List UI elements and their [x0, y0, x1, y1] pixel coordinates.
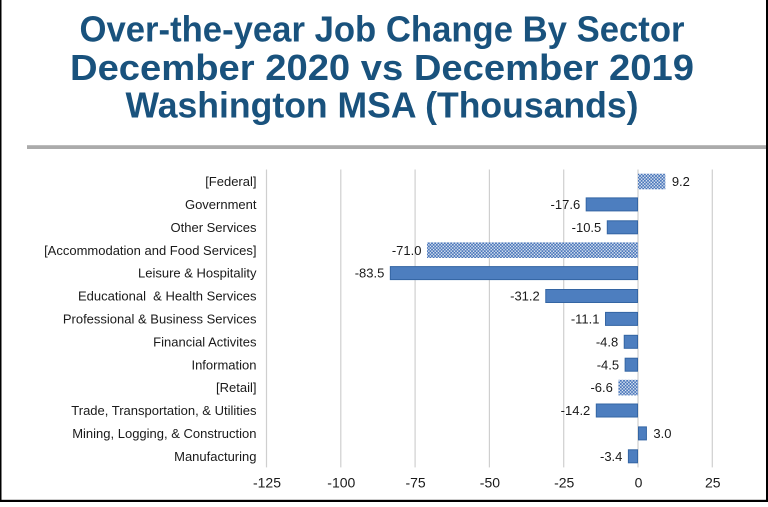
- svg-text:-10.5: -10.5: [572, 220, 602, 235]
- svg-text:[Retail]: [Retail]: [216, 380, 256, 395]
- svg-text:-100: -100: [327, 475, 355, 491]
- svg-text:-125: -125: [253, 475, 281, 491]
- svg-text:Government: Government: [185, 197, 257, 212]
- svg-text:-25: -25: [554, 475, 574, 491]
- svg-text:-14.2: -14.2: [561, 403, 591, 418]
- svg-text:Financial Activites: Financial Activites: [153, 334, 257, 349]
- svg-text:Other Services: Other Services: [171, 220, 257, 235]
- svg-text:Information: Information: [191, 357, 256, 372]
- svg-text:-31.2: -31.2: [510, 289, 540, 304]
- svg-text:-11.1: -11.1: [571, 312, 600, 327]
- svg-text:Professional & Business Servic: Professional & Business Services: [63, 312, 257, 327]
- svg-text:-50: -50: [480, 475, 500, 491]
- svg-text:Mining, Logging, & Constructio: Mining, Logging, & Construction: [72, 426, 256, 441]
- svg-text:Washington MSA (Thousands): Washington MSA (Thousands): [126, 85, 639, 126]
- svg-text:[Federal]: [Federal]: [205, 174, 256, 189]
- svg-text:9.2: 9.2: [672, 174, 690, 189]
- svg-text:-3.4: -3.4: [600, 449, 622, 464]
- svg-text:-6.6: -6.6: [590, 380, 612, 395]
- svg-text:Educational & Health Services: Educational & Health Services: [78, 289, 257, 304]
- svg-text:Trade, Transportation, & Utili: Trade, Transportation, & Utilities: [71, 403, 257, 418]
- svg-text:-75: -75: [405, 475, 425, 491]
- svg-text:Manufacturing: Manufacturing: [174, 449, 256, 464]
- svg-text:25: 25: [705, 475, 721, 491]
- svg-text:-4.5: -4.5: [597, 357, 619, 372]
- svg-text:-71.0: -71.0: [392, 243, 422, 258]
- svg-text:[Accommodation and Food Servic: [Accommodation and Food Services]: [44, 243, 256, 258]
- svg-text:Over-the-year Job Change By Se: Over-the-year Job Change By Sector: [80, 9, 685, 50]
- svg-text:December 2020 vs December 2019: December 2020 vs December 2019: [70, 47, 694, 88]
- svg-text:-17.6: -17.6: [551, 197, 581, 212]
- svg-text:-83.5: -83.5: [355, 266, 385, 281]
- svg-text:0: 0: [635, 475, 643, 491]
- svg-text:3.0: 3.0: [653, 426, 671, 441]
- svg-text:Leisure & Hospitality: Leisure & Hospitality: [138, 266, 257, 281]
- svg-text:-4.8: -4.8: [596, 334, 618, 349]
